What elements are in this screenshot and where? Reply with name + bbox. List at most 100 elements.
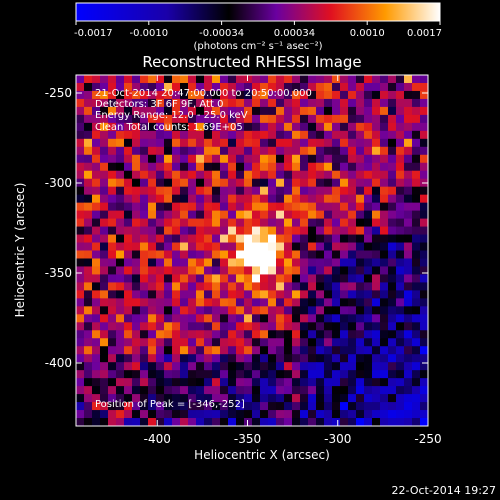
heatmap-cell <box>212 386 221 395</box>
heatmap-cell <box>132 370 141 379</box>
heatmap-cell <box>172 106 181 116</box>
heatmap-cell <box>420 170 429 180</box>
heatmap-cell <box>140 114 149 124</box>
heatmap-cell <box>380 146 389 156</box>
heatmap-cell <box>396 106 405 116</box>
heatmap-cell <box>332 402 341 411</box>
heatmap-cell <box>380 314 389 323</box>
heatmap-cell <box>244 130 253 140</box>
heatmap-cell <box>132 314 141 323</box>
heatmap-cell <box>196 218 205 228</box>
heatmap-cell <box>332 178 341 188</box>
heatmap-cell <box>348 362 357 371</box>
heatmap-cell <box>372 306 381 315</box>
heatmap-cell <box>364 114 373 124</box>
heatmap-cell <box>356 330 365 339</box>
heatmap-cell <box>100 258 109 267</box>
heatmap-cell <box>252 258 261 267</box>
y-axis-label: Heliocentric Y (arcsec) <box>13 183 27 318</box>
heatmap-cell <box>196 226 205 236</box>
heatmap-cell <box>188 266 197 275</box>
heatmap-cell <box>244 98 253 108</box>
heatmap-cell <box>156 114 165 124</box>
heatmap-cell <box>220 410 229 419</box>
heatmap-cell <box>348 186 357 196</box>
heatmap-cell <box>300 106 309 116</box>
heatmap-cell <box>220 178 229 188</box>
heatmap-cell <box>236 186 245 196</box>
heatmap-cell <box>100 354 109 363</box>
heatmap-cell <box>108 370 117 379</box>
heatmap-cell <box>356 290 365 299</box>
heatmap-cell <box>92 242 101 251</box>
heatmap-cell <box>236 402 245 411</box>
heatmap-cell <box>260 130 269 140</box>
heatmap-cell <box>132 258 141 267</box>
heatmap-cell <box>372 258 381 267</box>
heatmap-cell <box>132 402 141 411</box>
heatmap-cell <box>292 178 301 188</box>
heatmap-cell <box>180 98 189 108</box>
heatmap-cell <box>204 290 213 299</box>
heatmap-cell <box>244 338 253 347</box>
heatmap-cell <box>276 370 285 379</box>
heatmap-cell <box>204 154 213 164</box>
heatmap-cell <box>220 354 229 363</box>
heatmap-cell <box>76 162 85 172</box>
heatmap-cell <box>180 362 189 371</box>
heatmap-cell <box>356 226 365 236</box>
heatmap-cell <box>388 170 397 180</box>
heatmap-cell <box>116 90 125 100</box>
heatmap-cell <box>84 90 93 100</box>
heatmap-cell <box>212 82 221 92</box>
heatmap-cell <box>252 386 261 395</box>
heatmap-cell <box>420 130 429 140</box>
heatmap-cell <box>236 82 245 92</box>
heatmap-cell <box>196 154 205 164</box>
heatmap-cell <box>244 154 253 164</box>
heatmap-cell <box>372 290 381 299</box>
heatmap-cell <box>164 378 173 387</box>
heatmap-cell <box>244 146 253 156</box>
heatmap-cell <box>348 138 357 148</box>
heatmap-cell <box>164 346 173 355</box>
heatmap-cell <box>316 338 325 347</box>
heatmap-cell <box>92 82 101 92</box>
heatmap-cell <box>276 106 285 116</box>
heatmap-cell <box>148 346 157 355</box>
heatmap-cell <box>260 226 269 236</box>
heatmap-cell <box>140 194 149 204</box>
heatmap-cell <box>148 75 157 84</box>
heatmap-cell <box>236 226 245 236</box>
heatmap-cell <box>164 130 173 140</box>
heatmap-cell <box>380 362 389 371</box>
heatmap-cell <box>212 202 221 212</box>
heatmap-cell <box>156 274 165 283</box>
heatmap-cell <box>188 370 197 379</box>
heatmap-cell <box>228 218 237 228</box>
heatmap-cell <box>84 266 93 275</box>
heatmap-cell <box>252 170 261 180</box>
heatmap-cell <box>276 314 285 323</box>
heatmap-cell <box>172 130 181 140</box>
heatmap-cell <box>332 346 341 355</box>
heatmap-cell <box>164 322 173 331</box>
heatmap-cell <box>380 250 389 259</box>
heatmap-cell <box>404 106 413 116</box>
heatmap-cell <box>308 146 317 156</box>
heatmap-cell <box>308 98 317 108</box>
heatmap-cell <box>156 362 165 371</box>
heatmap-cell <box>412 346 421 355</box>
heatmap-cell <box>284 274 293 283</box>
heatmap-cell <box>76 322 85 331</box>
heatmap-cell <box>276 378 285 387</box>
heatmap-cell <box>364 314 373 323</box>
heatmap-cell <box>332 298 341 307</box>
heatmap-cell <box>244 234 253 244</box>
heatmap-cell <box>92 75 101 84</box>
heatmap-cell <box>284 386 293 395</box>
heatmap-cell <box>124 218 133 228</box>
heatmap-cell <box>300 418 309 427</box>
heatmap-cell <box>172 370 181 379</box>
heatmap-cell <box>148 282 157 291</box>
